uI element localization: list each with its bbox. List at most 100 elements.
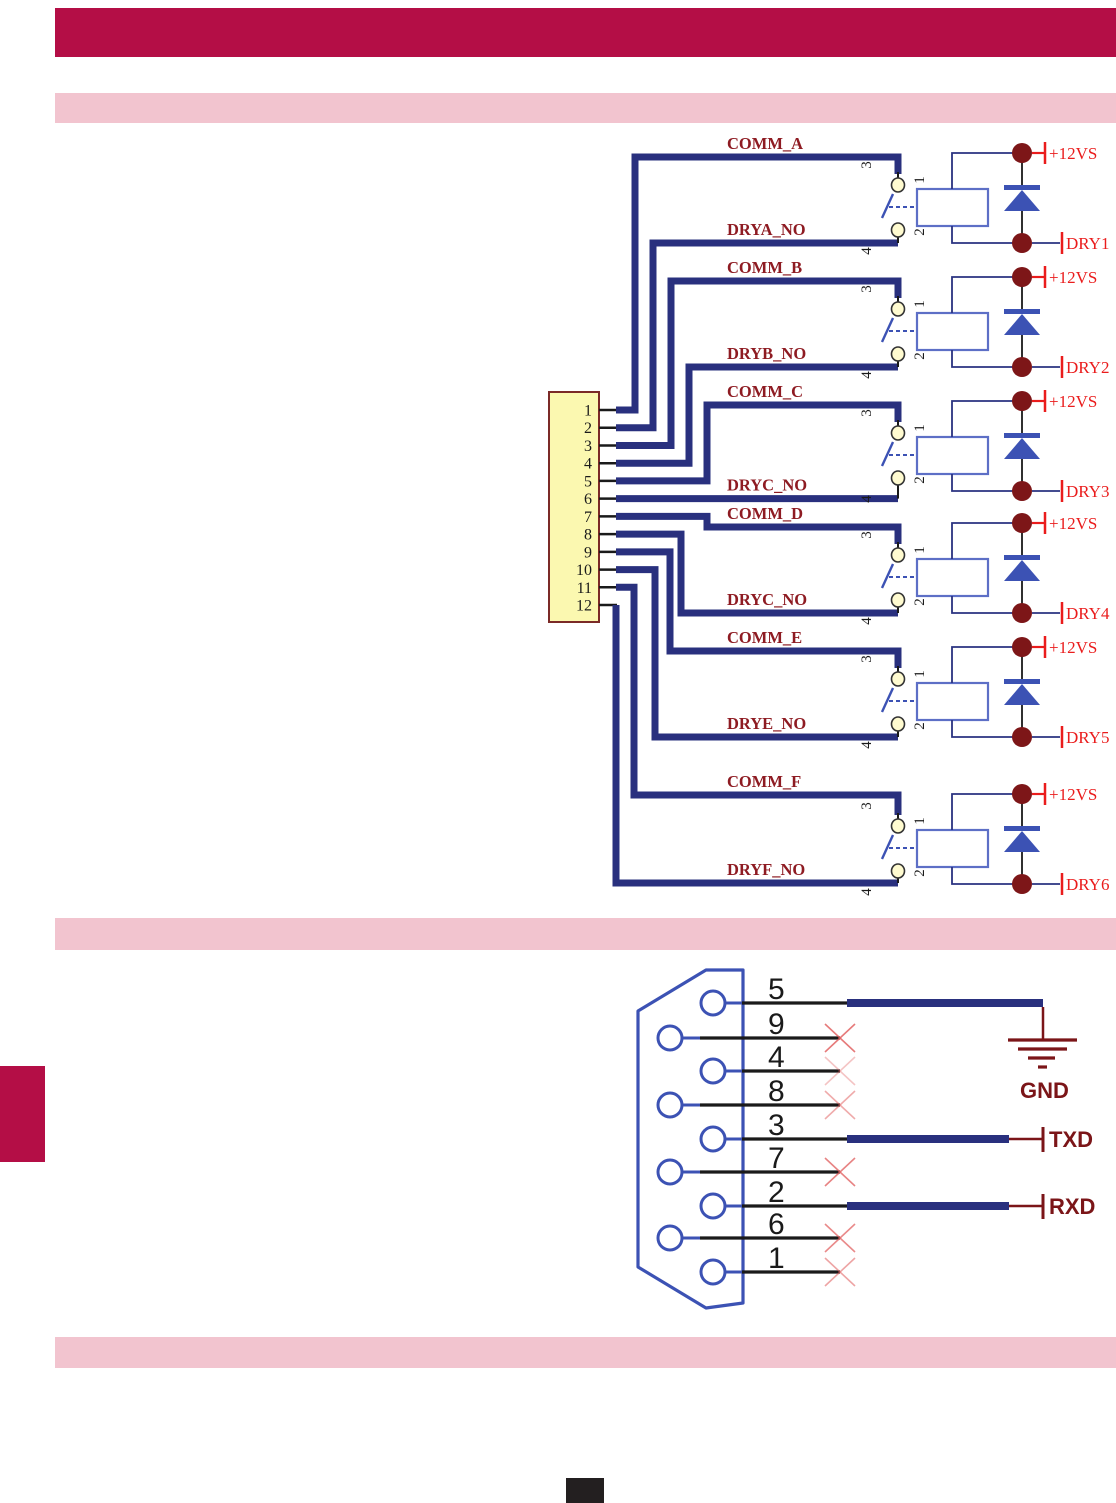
output-label: DRY4: [1066, 604, 1110, 623]
comm-wire: [616, 277, 902, 449]
db9-pin-circle: [699, 989, 727, 1017]
dry-no-wire: [616, 566, 898, 741]
coil-feed-wire: [951, 400, 1022, 437]
switch-contact: [890, 547, 906, 563]
relay-pin-number: 2: [912, 598, 928, 606]
relay-pin-number: 3: [859, 285, 875, 293]
db9-pin-number: 4: [768, 1041, 785, 1074]
dry-no-wire: [612, 605, 898, 887]
switch-arm: [880, 563, 895, 589]
dry-no-net-label: DRYB_NO: [727, 344, 806, 363]
supply-node: [1012, 513, 1032, 533]
diode-cathode-bar: [1004, 679, 1040, 684]
switch-contact: [890, 346, 906, 362]
comm-net-label: COMM_B: [727, 258, 802, 277]
db9-pin-number: 8: [768, 1075, 785, 1108]
connector-pin-number: 3: [584, 438, 592, 455]
output-label: DRY6: [1066, 875, 1109, 894]
relay-pin-number: 3: [859, 802, 875, 810]
flyback-diode: [1004, 831, 1040, 852]
relay-pin-number: 4: [859, 495, 875, 503]
switch-arm: [880, 317, 895, 343]
no-connect-x: [824, 1056, 856, 1086]
coil-feed-wire: [951, 276, 1022, 313]
switch-arm: [880, 687, 895, 713]
supply-label: +12VS: [1049, 268, 1097, 287]
relay-pin-number: 4: [859, 617, 875, 625]
supply-label: +12VS: [1049, 514, 1097, 533]
comm-wire: [616, 153, 902, 414]
connector-pin-number: 5: [584, 473, 592, 490]
flyback-diode: [1004, 190, 1040, 211]
coil-feed-wire: [951, 226, 1022, 244]
relay-pin-number: 1: [912, 176, 928, 184]
coil-feed-wire: [951, 793, 1022, 830]
chapter-side-tab: [0, 1066, 45, 1162]
connector-pin-number: 11: [577, 580, 592, 597]
relay-coil-box: [915, 311, 990, 352]
section-title-bar: [55, 1337, 1116, 1368]
no-connect-x: [824, 1157, 856, 1187]
db9-pin-number: 7: [768, 1142, 785, 1175]
output-node: [1012, 874, 1032, 894]
connector-pin-number: 10: [576, 562, 592, 579]
comm-net-label: COMM_D: [727, 504, 803, 523]
comm-wire: [616, 512, 902, 544]
coil-feed-wire: [951, 596, 1022, 614]
db9-pin-number: 5: [768, 973, 785, 1006]
relay-pin-number: 2: [912, 722, 928, 730]
comm-wire: [616, 548, 902, 668]
switch-contact: [890, 716, 906, 732]
section-title-bar: [55, 918, 1116, 950]
connector-pin-number: 1: [584, 403, 592, 420]
rxd-label: RXD: [1049, 1194, 1095, 1219]
comm-wire: [616, 583, 902, 815]
relay-pin-number: 3: [859, 161, 875, 169]
output-node: [1012, 603, 1032, 623]
relay-pin-number: 3: [859, 409, 875, 417]
relay-pin-number: 4: [859, 888, 875, 896]
comm-wire: [616, 401, 902, 485]
diode-cathode-bar: [1004, 826, 1040, 831]
comm-net-label: COMM_A: [727, 134, 803, 153]
coil-feed-wire: [951, 350, 1022, 368]
dry-no-net-label: DRYC_NO: [727, 590, 807, 609]
dry-no-net-label: DRYF_NO: [727, 860, 805, 879]
relay-pin-number: 2: [912, 352, 928, 360]
no-connect-x: [824, 1257, 856, 1287]
output-label: DRY1: [1066, 234, 1109, 253]
relay-pin-number: 3: [859, 531, 875, 539]
db9-pin-circle: [699, 1057, 727, 1085]
relay-coil-box: [915, 557, 990, 598]
output-node: [1012, 357, 1032, 377]
switch-arm: [880, 193, 895, 219]
coil-feed-wire: [951, 474, 1022, 492]
db9-pin-circle: [699, 1258, 727, 1286]
relay-pin-number: 2: [912, 869, 928, 877]
comm-net-label: COMM_E: [727, 628, 802, 647]
comm-net-label: COMM_F: [727, 772, 801, 791]
relay-coil-box: [915, 435, 990, 476]
relay-pin-number: 4: [859, 741, 875, 749]
switch-contact: [890, 301, 906, 317]
relay-pin-number: 3: [859, 655, 875, 663]
dry-no-net-label: DRYC_NO: [727, 476, 807, 495]
relay-pin-number: 1: [912, 546, 928, 554]
no-connect-x: [824, 1090, 856, 1120]
db9-pin-number: 9: [768, 1008, 785, 1041]
coil-feed-wire: [951, 720, 1022, 738]
relay-pin-number: 1: [912, 670, 928, 678]
supply-label: +12VS: [1049, 638, 1097, 657]
relay-pin-number: 2: [912, 228, 928, 236]
header-bar: [55, 8, 1116, 57]
relay-pin-number: 4: [859, 247, 875, 255]
supply-node: [1012, 267, 1032, 287]
coil-feed-wire: [951, 646, 1022, 683]
coil-feed-wire: [951, 152, 1022, 189]
switch-contact: [890, 425, 906, 441]
supply-node: [1012, 391, 1032, 411]
diode-cathode-bar: [1004, 433, 1040, 438]
db9-pin-circle: [656, 1024, 684, 1052]
db9-connector-outline: [636, 968, 745, 1310]
diode-cathode-bar: [1004, 185, 1040, 190]
